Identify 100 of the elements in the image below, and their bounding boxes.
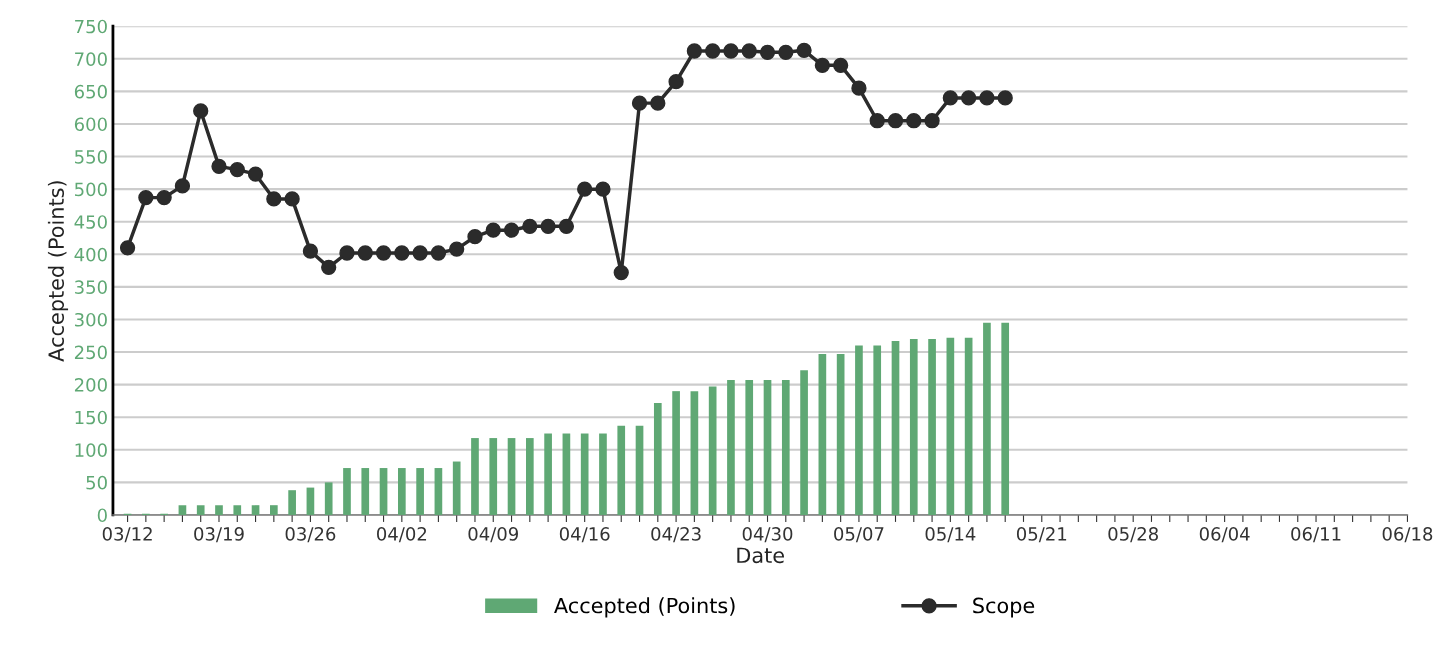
bar: [215, 505, 223, 515]
point: [759, 44, 776, 60]
point: [138, 189, 154, 206]
point: [686, 43, 703, 59]
point: [375, 245, 392, 261]
bar: [781, 380, 790, 515]
point: [394, 245, 410, 261]
point: [595, 181, 611, 197]
point: [577, 181, 593, 197]
y-tick-label: 50: [86, 475, 107, 490]
point: [119, 240, 136, 256]
point: [833, 57, 849, 73]
x-tick-label: 04/16: [559, 527, 610, 543]
y-tick-label: 200: [74, 378, 107, 392]
bar: [617, 425, 626, 515]
point: [174, 178, 191, 194]
legend-label: Scope: [973, 597, 1035, 618]
point: [869, 113, 885, 129]
bar: [909, 339, 918, 515]
bar: [690, 391, 699, 515]
bar: [397, 468, 406, 515]
point: [430, 245, 447, 261]
point: [979, 90, 995, 106]
bar: [361, 468, 370, 515]
bar: [489, 438, 498, 515]
point: [668, 73, 684, 90]
point: [211, 158, 227, 174]
point: [906, 113, 922, 129]
y-tick-label: 0: [97, 508, 107, 523]
point: [942, 90, 958, 106]
point: [229, 161, 245, 178]
bar: [763, 380, 772, 515]
x-tick-label: 05/28: [1108, 527, 1158, 543]
y-tick-label: 100: [75, 443, 107, 457]
point: [741, 43, 757, 59]
y-tick-label: 550: [75, 150, 107, 164]
point: [540, 218, 556, 234]
bar: [452, 461, 461, 515]
point: [705, 43, 721, 59]
bar: [891, 340, 900, 515]
bar: [818, 354, 827, 515]
y-tick-label: 700: [75, 52, 107, 66]
bar: [233, 505, 242, 515]
point: [266, 191, 282, 207]
point: [247, 166, 264, 182]
bar: [544, 433, 552, 515]
bar: [599, 433, 607, 515]
y-tick-label: 300: [75, 312, 107, 327]
bar: [873, 345, 882, 515]
bar: [983, 322, 991, 515]
y-tick-label: 450: [74, 215, 107, 229]
point: [193, 103, 209, 119]
legend-label: Accepted (Points): [554, 597, 735, 618]
point: [631, 95, 648, 111]
point: [522, 218, 538, 234]
point: [357, 245, 373, 261]
point: [302, 243, 319, 259]
x-tick-label: 05/14: [925, 527, 976, 543]
bar: [471, 438, 479, 515]
x-tick-label: 06/11: [1291, 527, 1341, 543]
bar: [855, 345, 863, 515]
x-tick-label: 04/02: [377, 527, 427, 543]
bar: [836, 354, 845, 515]
bar: [434, 468, 443, 515]
point: [997, 90, 1013, 106]
x-tick-label: 05/07: [834, 527, 884, 543]
point: [321, 259, 337, 275]
bar: [270, 505, 278, 515]
point: [650, 95, 666, 111]
bar: [653, 402, 662, 515]
x-tick-label: 03/12: [102, 527, 152, 543]
point: [723, 43, 739, 59]
x-tick-label: 06/18: [1382, 527, 1433, 543]
bar: [507, 438, 516, 515]
bar: [416, 468, 424, 515]
y-tick-label: 600: [74, 117, 107, 132]
bar: [196, 505, 205, 515]
bar: [964, 337, 973, 515]
bar: [178, 505, 187, 515]
bar: [324, 482, 333, 515]
point: [558, 218, 575, 234]
x-tick-label: 04/30: [742, 527, 793, 543]
point: [467, 229, 483, 245]
point: [814, 57, 831, 73]
point: [851, 80, 867, 96]
y-tick-label: 650: [74, 84, 107, 99]
x-tick-label: 06/04: [1199, 527, 1250, 543]
bar: [343, 468, 351, 515]
point: [412, 245, 428, 261]
point: [156, 189, 172, 206]
x-tick-label: 03/19: [194, 527, 244, 543]
point: [503, 222, 520, 238]
bar: [928, 339, 936, 515]
point: [339, 245, 355, 261]
point: [778, 44, 794, 60]
bar: [306, 487, 315, 515]
bar: [251, 505, 260, 515]
bar: [727, 380, 735, 515]
point: [613, 264, 629, 281]
y-tick-label: 400: [74, 247, 107, 262]
